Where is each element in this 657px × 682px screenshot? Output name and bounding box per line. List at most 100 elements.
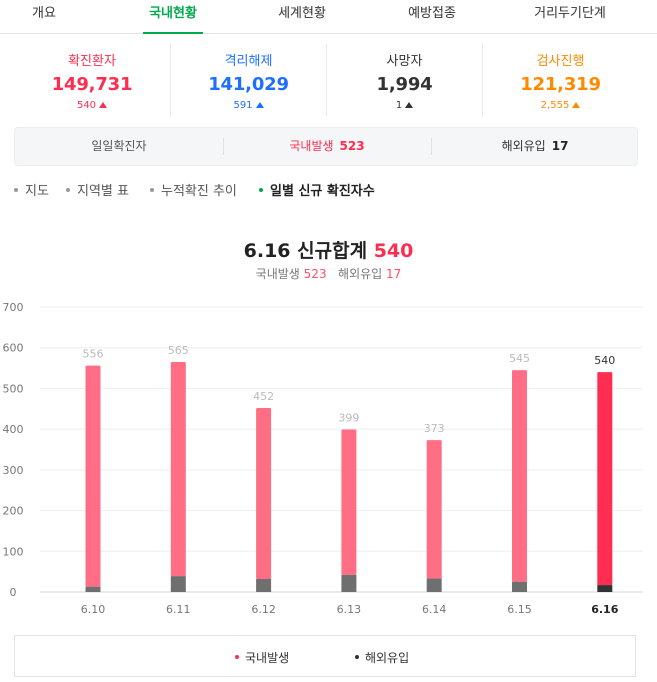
stat-label: 사망자 xyxy=(386,54,423,69)
bullet-icon xyxy=(66,188,70,192)
stat-delta-value: 540 xyxy=(76,100,97,111)
chart-title-date: 6.16 xyxy=(243,240,291,262)
stat-delta-value: 591 xyxy=(233,100,253,111)
legend-item-domestic: 국내발생 xyxy=(235,649,289,666)
bar-total-label: 545 xyxy=(509,352,530,365)
nav-cumulative-trend[interactable]: 누적확진 추이 xyxy=(150,180,237,199)
bar-domestic xyxy=(341,429,357,575)
x-tick-label: 6.12 xyxy=(251,603,276,616)
stat-delta: 1 xyxy=(327,100,482,111)
y-tick-label: 100 xyxy=(3,545,24,558)
legend-label: 해외유입 xyxy=(365,651,410,665)
chart-title-total: 540 xyxy=(373,240,414,262)
stat-delta: 591 xyxy=(171,100,326,111)
bar-overseas xyxy=(597,585,613,592)
overseas-value: 17 xyxy=(551,139,569,153)
tab-domestic[interactable]: 국내현황 xyxy=(143,0,203,34)
daily-new-cases-chart: 0 100 200 300 400 500 600 700 556 6.10 565 6.11 452 6… xyxy=(3,301,643,616)
stats-summary: 확진환자 149,731 540 격리해제 141,029 591 사망자 1,… xyxy=(14,44,638,116)
divider xyxy=(223,138,224,155)
daily-confirmed-label: 일일확진자 xyxy=(91,139,147,153)
overseas-breakdown: 해외유입 17 xyxy=(431,128,639,165)
bar-domestic xyxy=(85,365,101,587)
stat-delta: 2,555 xyxy=(483,100,638,111)
bar-total-label: 452 xyxy=(253,390,274,403)
legend-label: 국내발생 xyxy=(245,651,290,665)
bar-overseas xyxy=(170,576,186,592)
y-tick-label: 500 xyxy=(3,382,24,395)
stat-value: 1,994 xyxy=(376,74,433,95)
y-tick-label: 0 xyxy=(10,586,17,599)
y-tick-label: 300 xyxy=(3,464,24,477)
x-tick-label: 6.11 xyxy=(166,603,191,616)
chart-title: 6.16 신규합계 540 xyxy=(0,236,657,263)
bar-overseas xyxy=(256,578,272,592)
arrow-up-icon xyxy=(255,102,264,108)
stat-delta-value: 1 xyxy=(395,100,403,111)
nav-daily-new-cases[interactable]: 일별 신규 확진자수 xyxy=(259,180,375,199)
arrow-up-icon xyxy=(405,102,414,108)
chart-sub-domestic-label: 국내발생 xyxy=(255,267,300,281)
tab-vaccination[interactable]: 예방접종 xyxy=(408,6,456,21)
nav-label: 일별 신규 확진자수 xyxy=(270,184,375,199)
stat-label: 격리해제 xyxy=(224,54,273,69)
bar-domestic xyxy=(426,440,442,579)
x-tick-label: 6.16 xyxy=(591,603,618,616)
stat-value: 149,731 xyxy=(51,74,133,95)
bar-domestic xyxy=(512,370,527,582)
stat-deaths: 사망자 1,994 1 xyxy=(326,44,482,116)
nav-label: 지역별 표 xyxy=(77,184,129,199)
x-tick-label: 6.10 xyxy=(81,603,106,616)
y-tick-label: 200 xyxy=(3,505,24,518)
bar-overseas xyxy=(341,574,357,592)
x-tick-label: 6.14 xyxy=(422,603,447,616)
overseas-label: 해외유입 xyxy=(501,139,546,153)
bar-total-label: 565 xyxy=(168,344,189,357)
legend-item-overseas: 해외유입 xyxy=(355,649,409,666)
bar-total-label: 556 xyxy=(83,348,104,361)
y-tick-label: 600 xyxy=(3,342,24,355)
domestic-value: 523 xyxy=(339,139,365,153)
legend-dot-icon xyxy=(235,655,239,659)
bar-overseas xyxy=(85,586,101,592)
stat-value: 141,029 xyxy=(208,74,289,95)
bullet-icon xyxy=(259,188,263,192)
tab-bar: 개요 국내현황 세계현황 예방접종 거리두기단계 xyxy=(0,0,657,34)
nav-map[interactable]: 지도 xyxy=(14,180,49,199)
y-tick-label: 400 xyxy=(3,423,24,436)
arrow-up-icon xyxy=(572,102,581,108)
domestic-breakdown: 국내발생 523 xyxy=(223,128,431,165)
stat-testing: 검사진행 121,319 2,555 xyxy=(482,44,638,116)
domestic-label: 국내발생 xyxy=(289,139,334,153)
stat-delta-value: 2,555 xyxy=(540,100,570,111)
bullet-icon xyxy=(14,188,18,192)
stat-confirmed: 확진환자 149,731 540 xyxy=(14,44,170,116)
bar-total-label: 373 xyxy=(424,422,445,435)
tab-distancing[interactable]: 거리두기단계 xyxy=(534,6,606,21)
y-tick-label: 700 xyxy=(3,301,24,314)
bar-total-label: 540 xyxy=(594,354,615,367)
bar-overseas xyxy=(512,581,527,592)
bar-domestic xyxy=(170,361,186,577)
chart-title-label: 신규합계 xyxy=(297,240,368,262)
daily-confirmed-breakdown: 일일확진자 국내발생 523 해외유입 17 xyxy=(14,127,638,166)
nav-label: 지도 xyxy=(25,184,49,199)
bar-domestic xyxy=(597,372,613,586)
stat-delta: 540 xyxy=(14,100,170,111)
bullet-icon xyxy=(150,188,154,192)
chart-sub-overseas-label: 해외유입 xyxy=(338,267,383,281)
bar-total-label: 399 xyxy=(338,412,359,425)
chart-legend: 국내발생 해외유입 xyxy=(14,635,636,677)
nav-region-table[interactable]: 지역별 표 xyxy=(66,180,129,199)
arrow-up-icon xyxy=(99,102,108,108)
nav-label: 누적확진 추이 xyxy=(161,184,237,199)
stat-label: 확진환자 xyxy=(68,54,116,69)
tab-world[interactable]: 세계현황 xyxy=(278,6,326,21)
stat-label: 검사진행 xyxy=(536,54,585,69)
chart-sub-domestic-value: 523 xyxy=(303,267,327,281)
legend-dot-icon xyxy=(355,655,359,659)
stat-value: 121,319 xyxy=(520,74,601,95)
stat-released: 격리해제 141,029 591 xyxy=(170,44,326,116)
bar-domestic xyxy=(256,407,272,579)
tab-overview[interactable]: 개요 xyxy=(32,6,56,21)
